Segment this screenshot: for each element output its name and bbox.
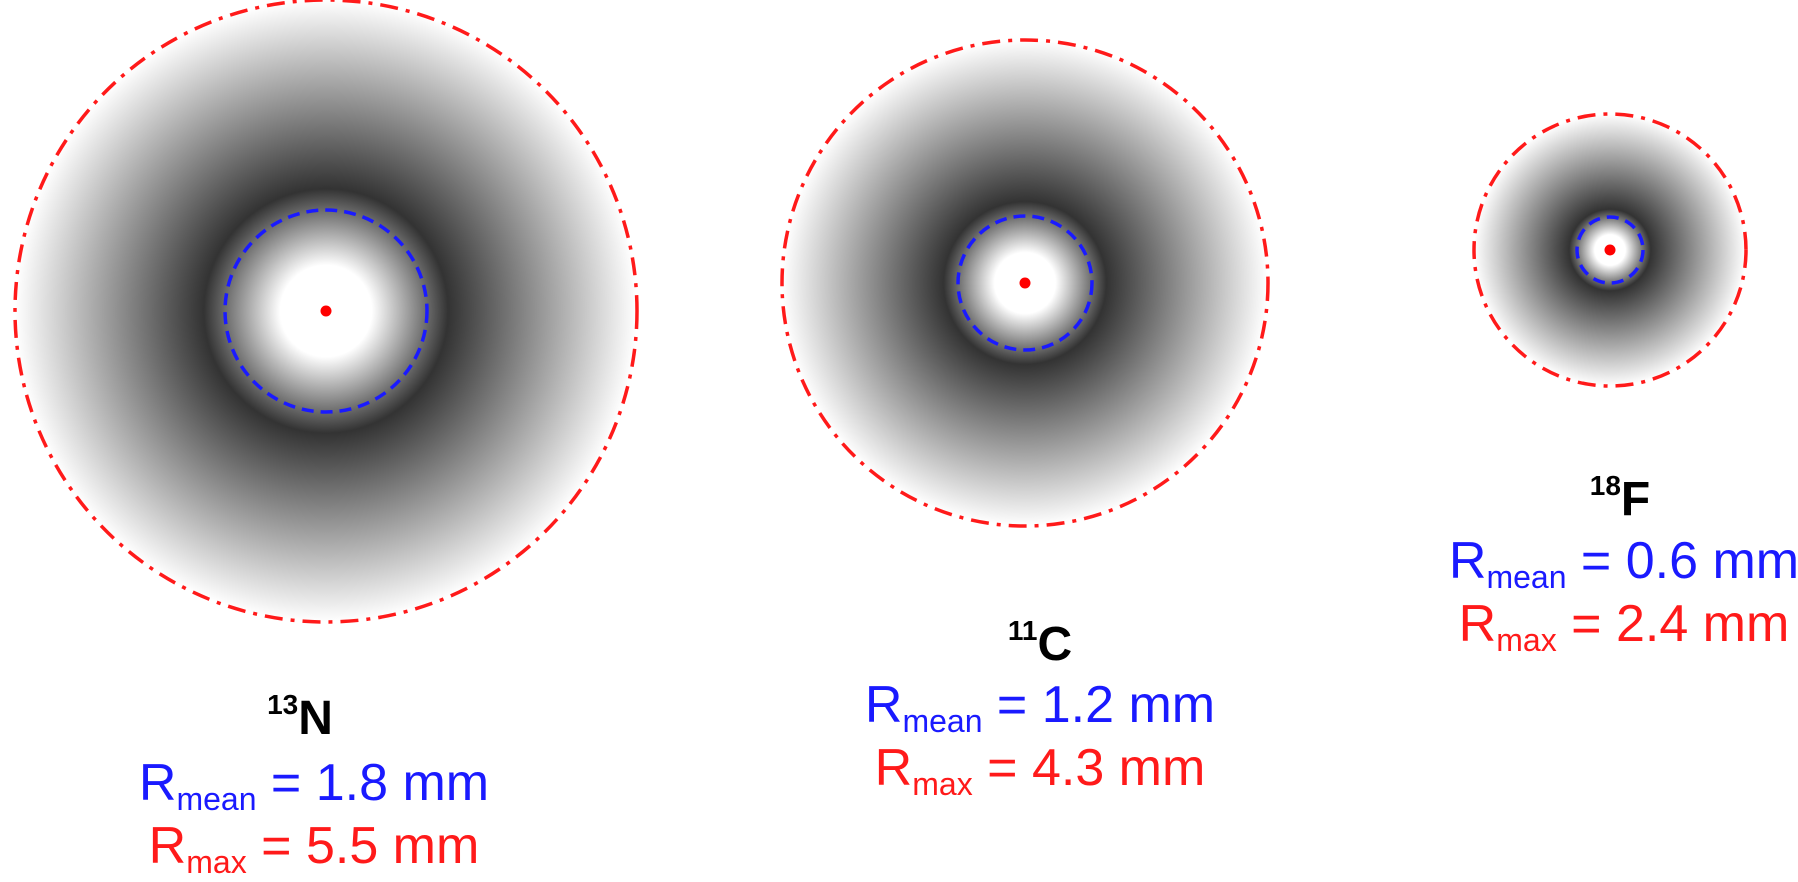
mean-r-symbol-f18: R (1449, 532, 1487, 590)
max-range-circle-n13 (13, 0, 639, 624)
isotope-mass-f18: 18 (1590, 470, 1621, 501)
max-range-circle-c11 (780, 38, 1270, 528)
max-range-label-c11: Rmax = 4.3 mm (875, 739, 1206, 802)
max-r-symbol-f18: R (1459, 595, 1497, 653)
max-subscript-c11: max (912, 766, 972, 802)
max-value-n13: = 5.5 mm (247, 817, 480, 875)
mean-range-circle-c11 (956, 214, 1094, 352)
isotope-c11: 11C Rmean = 1.2 mm Rmax = 4.3 mm (780, 38, 1270, 802)
isotope-label-f18: 18F (1590, 470, 1650, 526)
mean-range-label-f18: Rmean = 0.6 mm (1449, 532, 1798, 595)
mean-range-label-c11: Rmean = 1.2 mm (865, 676, 1215, 739)
isotope-n13: 13N Rmean = 1.8 mm Rmax = 5.5 mm (13, 0, 639, 880)
source-point-n13 (320, 305, 332, 317)
mean-range-circle-f18 (1575, 215, 1645, 285)
max-value-c11: = 4.3 mm (973, 739, 1206, 797)
isotope-f18: 18F Rmean = 0.6 mm Rmax = 2.4 mm (1449, 112, 1798, 658)
source-point-f18 (1604, 244, 1616, 256)
mean-r-symbol-n13: R (139, 754, 177, 812)
max-range-label-f18: Rmax = 2.4 mm (1459, 595, 1790, 658)
max-range-circle-f18 (1472, 112, 1748, 388)
mean-range-label-n13: Rmean = 1.8 mm (139, 754, 489, 817)
isotope-mass-c11: 11 (1008, 615, 1038, 646)
max-subscript-n13: max (186, 844, 246, 880)
mean-value-f18: = 0.6 mm (1566, 532, 1798, 590)
max-r-symbol-n13: R (149, 817, 187, 875)
mean-range-circle-n13 (223, 208, 429, 414)
max-r-symbol-c11: R (875, 739, 913, 797)
mean-subscript-n13: mean (176, 781, 256, 817)
mean-r-symbol-c11: R (865, 676, 903, 734)
isotope-symbol-f18: F (1621, 473, 1650, 526)
mean-value-c11: = 1.2 mm (982, 676, 1215, 734)
isotope-symbol-n13: N (298, 692, 333, 745)
isotope-label-n13: 13N (267, 689, 333, 745)
mean-subscript-f18: mean (1486, 559, 1566, 595)
isotope-symbol-c11: C (1037, 618, 1072, 671)
max-range-label-n13: Rmax = 5.5 mm (149, 817, 480, 880)
mean-subscript-c11: mean (902, 703, 982, 739)
isotope-mass-n13: 13 (267, 689, 298, 720)
mean-value-n13: = 1.8 mm (256, 754, 489, 812)
isotope-label-c11: 11C (1008, 615, 1072, 671)
source-point-c11 (1019, 277, 1031, 289)
max-subscript-f18: max (1496, 622, 1556, 658)
max-value-f18: = 2.4 mm (1557, 595, 1790, 653)
